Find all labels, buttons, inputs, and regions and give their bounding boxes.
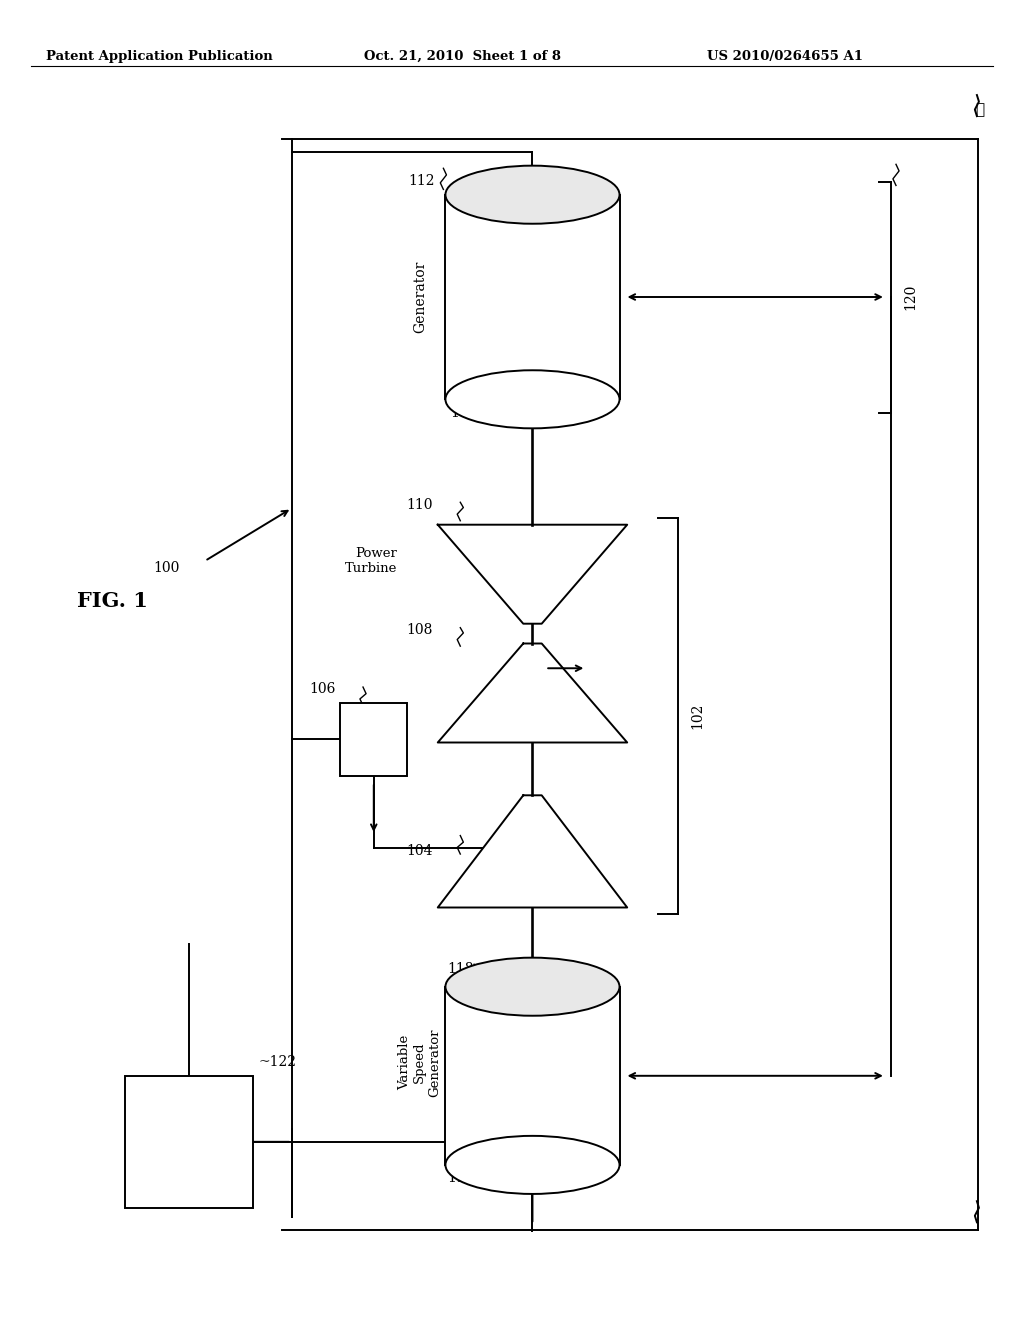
Text: Variable
Speed
Generator: Variable Speed Generator bbox=[398, 1028, 441, 1097]
Text: Power
Turbine: Power Turbine bbox=[344, 546, 397, 576]
Text: 120: 120 bbox=[903, 284, 918, 310]
Text: ⍷: ⍷ bbox=[976, 102, 984, 117]
Text: 106: 106 bbox=[309, 682, 336, 697]
Text: 114: 114 bbox=[451, 407, 477, 420]
Polygon shape bbox=[438, 525, 627, 624]
Ellipse shape bbox=[445, 370, 620, 429]
Text: 110: 110 bbox=[407, 498, 432, 512]
Text: 102: 102 bbox=[691, 704, 705, 729]
Bar bbox=[445, 987, 620, 1166]
Polygon shape bbox=[438, 795, 627, 908]
Bar bbox=[125, 1076, 254, 1208]
Text: Patent Application Publication: Patent Application Publication bbox=[46, 50, 272, 63]
Text: ~122: ~122 bbox=[258, 1055, 297, 1069]
Text: US 2010/0264655 A1: US 2010/0264655 A1 bbox=[707, 50, 862, 63]
Ellipse shape bbox=[445, 1135, 620, 1193]
Bar bbox=[445, 194, 620, 399]
Polygon shape bbox=[438, 644, 627, 742]
Text: 116: 116 bbox=[447, 1172, 474, 1185]
Ellipse shape bbox=[445, 958, 620, 1016]
Text: 112: 112 bbox=[409, 174, 435, 187]
Text: FIG. 1: FIG. 1 bbox=[77, 590, 147, 611]
Text: Secondary
Power
Source: Secondary Power Source bbox=[154, 1121, 225, 1163]
Text: 104: 104 bbox=[407, 845, 432, 858]
Ellipse shape bbox=[445, 166, 620, 223]
Text: Generator: Generator bbox=[413, 261, 427, 333]
Text: 108: 108 bbox=[407, 623, 432, 638]
Text: 100: 100 bbox=[153, 561, 179, 574]
Text: 118: 118 bbox=[447, 962, 474, 977]
Text: Oct. 21, 2010  Sheet 1 of 8: Oct. 21, 2010 Sheet 1 of 8 bbox=[364, 50, 560, 63]
Bar bbox=[340, 702, 408, 776]
